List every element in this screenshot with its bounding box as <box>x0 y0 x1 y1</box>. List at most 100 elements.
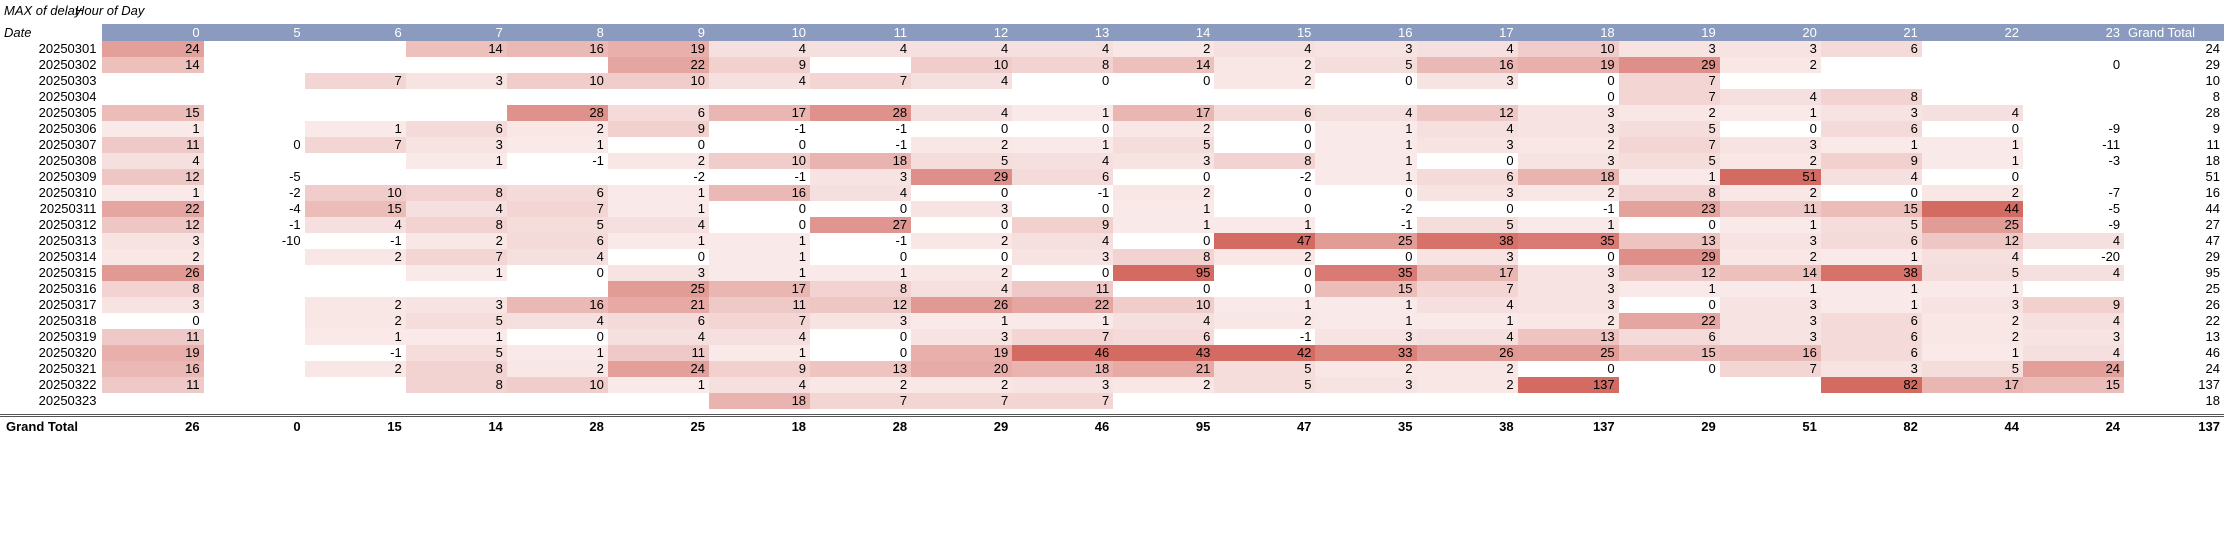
data-cell[interactable]: 1 <box>1921 281 2023 297</box>
data-cell[interactable]: 10 <box>708 153 811 169</box>
data-cell[interactable]: 1 <box>708 249 811 265</box>
data-cell[interactable]: 1 <box>506 137 608 153</box>
data-cell[interactable]: 3 <box>1618 41 1720 57</box>
data-cell[interactable]: 2 <box>1113 185 1215 201</box>
grand-total-cell[interactable]: 0 <box>203 413 305 437</box>
data-cell[interactable] <box>2023 105 2124 121</box>
row-date[interactable]: 20250311 <box>39 201 97 216</box>
data-cell[interactable]: 21 <box>1113 361 1215 377</box>
hour-header-11[interactable]: 11 <box>810 24 912 41</box>
data-cell[interactable]: 3 <box>1719 41 1821 57</box>
data-cell[interactable]: 0 <box>1315 249 1417 265</box>
data-cell[interactable]: 9 <box>1012 217 1114 233</box>
data-cell[interactable]: 4 <box>708 377 811 393</box>
data-cell[interactable]: -2 <box>1214 169 1316 185</box>
data-cell[interactable] <box>1214 393 1315 409</box>
data-cell[interactable] <box>2023 73 2124 89</box>
hour-header-21[interactable]: 21 <box>1820 24 1922 41</box>
data-cell[interactable]: 0 <box>1214 201 1316 217</box>
data-cell[interactable]: 17 <box>1921 377 2023 393</box>
data-cell[interactable]: 0 <box>1214 185 1316 201</box>
data-cell[interactable]: 8 <box>405 217 507 233</box>
row-grand-total[interactable]: 18 <box>2205 393 2220 408</box>
data-cell[interactable]: -1 <box>1012 185 1114 201</box>
row-grand-total[interactable]: 11 <box>2206 137 2221 152</box>
data-cell[interactable]: 2 <box>1214 313 1316 329</box>
hour-header-9[interactable]: 9 <box>607 24 709 41</box>
data-cell[interactable]: 12 <box>810 297 912 313</box>
data-cell[interactable]: 14 <box>1719 265 1821 281</box>
row-date[interactable]: 20250302 <box>38 57 97 72</box>
data-cell[interactable]: 4 <box>708 41 811 57</box>
data-cell[interactable]: 1 <box>1012 137 1114 153</box>
data-cell[interactable] <box>1922 73 2023 89</box>
data-cell[interactable]: 0 <box>506 265 608 281</box>
data-cell[interactable]: 6 <box>506 185 608 201</box>
data-cell[interactable]: 3 <box>1517 265 1619 281</box>
data-cell[interactable]: 3 <box>911 201 1013 217</box>
row-grand-total[interactable]: 27 <box>2205 217 2220 232</box>
data-cell[interactable]: 4 <box>810 185 912 201</box>
data-cell[interactable]: -3 <box>2022 153 2125 169</box>
data-cell[interactable]: 8 <box>405 361 507 377</box>
data-cell[interactable]: 0 <box>1416 201 1518 217</box>
data-cell[interactable]: 8 <box>405 185 507 201</box>
data-cell[interactable]: 4 <box>1012 41 1114 57</box>
data-cell[interactable]: 1 <box>304 329 406 345</box>
data-cell[interactable]: 12 <box>1618 265 1720 281</box>
data-cell[interactable]: 15 <box>1315 281 1417 297</box>
data-cell[interactable]: 0 <box>810 345 912 361</box>
data-cell[interactable] <box>1417 393 1518 409</box>
data-cell[interactable] <box>1619 393 1720 409</box>
hour-header-8[interactable]: 8 <box>506 24 608 41</box>
data-cell[interactable] <box>507 393 608 409</box>
data-cell[interactable]: 0 <box>1012 73 1114 89</box>
row-date[interactable]: 20250313 <box>38 233 97 248</box>
data-cell[interactable]: 0 <box>911 121 1013 137</box>
data-cell[interactable]: 0 <box>102 313 204 329</box>
data-cell[interactable] <box>204 121 305 137</box>
data-cell[interactable]: 1 <box>1315 313 1417 329</box>
data-cell[interactable]: 42 <box>1214 345 1316 361</box>
data-cell[interactable] <box>1922 57 2023 73</box>
data-cell[interactable]: 16 <box>708 185 811 201</box>
data-cell[interactable]: 35 <box>1517 233 1619 249</box>
data-cell[interactable]: 0 <box>708 201 811 217</box>
data-cell[interactable]: 5 <box>405 345 507 361</box>
data-cell[interactable]: 2 <box>1517 313 1619 329</box>
data-cell[interactable] <box>204 249 305 265</box>
data-cell[interactable]: 1 <box>1315 121 1417 137</box>
data-cell[interactable]: 7 <box>1719 361 1821 377</box>
hour-header-10[interactable]: 10 <box>708 24 811 41</box>
column-field-label[interactable]: Hour of Day <box>75 3 145 18</box>
row-date[interactable]: 20250309 <box>38 169 97 184</box>
data-cell[interactable]: 10 <box>1113 297 1215 313</box>
data-cell[interactable]: 4 <box>1820 169 1922 185</box>
data-cell[interactable] <box>1720 73 1821 89</box>
row-date[interactable]: 20250304 <box>38 89 97 104</box>
grand-total-cell[interactable]: 25 <box>607 413 709 437</box>
data-cell[interactable]: 5 <box>1618 153 1720 169</box>
data-cell[interactable]: 0 <box>607 137 709 153</box>
data-cell[interactable]: -7 <box>2022 185 2125 201</box>
data-cell[interactable]: 12 <box>1416 105 1518 121</box>
row-date[interactable]: 20250319 <box>38 329 97 344</box>
hour-header-6[interactable]: 6 <box>304 24 406 41</box>
data-cell[interactable]: 3 <box>1012 377 1114 393</box>
data-cell[interactable]: 4 <box>1921 105 2023 121</box>
data-cell[interactable]: 24 <box>2022 361 2125 377</box>
data-cell[interactable] <box>305 41 406 57</box>
data-cell[interactable] <box>305 169 406 185</box>
hour-header-13[interactable]: 13 <box>1012 24 1114 41</box>
data-cell[interactable]: 4 <box>1214 41 1316 57</box>
data-cell[interactable]: 19 <box>607 41 709 57</box>
data-cell[interactable] <box>709 89 810 105</box>
data-cell[interactable]: 3 <box>1719 137 1821 153</box>
data-cell[interactable]: 6 <box>1820 345 1922 361</box>
data-cell[interactable] <box>1315 393 1416 409</box>
data-cell[interactable]: 2 <box>1517 137 1619 153</box>
data-cell[interactable]: 3 <box>1315 377 1417 393</box>
data-cell[interactable]: 1 <box>1719 281 1821 297</box>
data-cell[interactable]: 95 <box>1113 265 1215 281</box>
data-cell[interactable] <box>1315 89 1416 105</box>
